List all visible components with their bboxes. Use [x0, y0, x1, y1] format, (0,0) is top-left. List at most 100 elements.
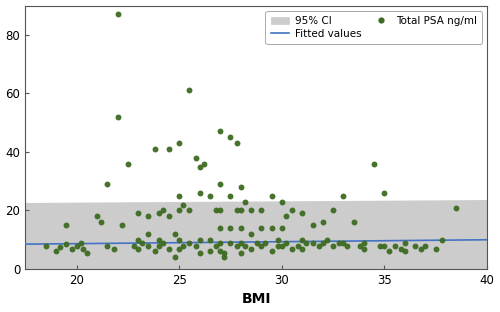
Point	[159, 208, 167, 213]
Point	[432, 246, 440, 251]
Point	[226, 240, 234, 245]
Point	[329, 243, 337, 248]
Point	[180, 243, 188, 248]
Point	[196, 251, 203, 256]
Point	[97, 220, 105, 225]
Point	[216, 226, 224, 231]
Point	[340, 193, 347, 198]
Point	[192, 243, 200, 248]
Point	[384, 249, 392, 254]
Point	[196, 237, 203, 242]
Point	[175, 141, 183, 146]
Point	[380, 190, 388, 195]
Point	[268, 193, 276, 198]
Point	[114, 12, 122, 17]
Point	[52, 249, 60, 254]
Point	[200, 161, 208, 166]
Point	[110, 246, 118, 251]
Point	[93, 214, 101, 219]
Point	[340, 240, 347, 245]
Point	[134, 237, 142, 242]
Point	[206, 237, 214, 242]
Point	[216, 182, 224, 187]
Point	[206, 193, 214, 198]
Point	[186, 208, 194, 213]
Point	[288, 246, 296, 251]
Point	[268, 249, 276, 254]
Point	[422, 243, 430, 248]
Point	[278, 199, 286, 204]
Point	[294, 243, 302, 248]
Point	[165, 147, 173, 152]
Point	[171, 232, 179, 236]
Point	[154, 237, 162, 242]
Point	[226, 135, 234, 140]
Point	[175, 246, 183, 251]
Point	[175, 193, 183, 198]
Point	[150, 249, 158, 254]
Point	[258, 208, 266, 213]
Point	[104, 182, 112, 187]
Point	[192, 155, 200, 160]
Point	[253, 240, 261, 245]
Point	[186, 88, 194, 93]
Point	[344, 243, 351, 248]
Point	[288, 208, 296, 213]
Point	[258, 243, 266, 248]
Point	[247, 232, 255, 236]
Point	[62, 242, 70, 247]
Point	[220, 255, 228, 260]
Point	[298, 246, 306, 251]
Point	[144, 243, 152, 248]
Point	[196, 190, 203, 195]
Point	[83, 251, 91, 256]
Point	[319, 220, 327, 225]
Point	[196, 164, 203, 169]
Point	[124, 161, 132, 166]
Point	[370, 161, 378, 166]
Point	[356, 243, 364, 248]
Point	[380, 243, 388, 248]
Point	[247, 246, 255, 251]
Point	[68, 246, 76, 251]
Point	[308, 223, 316, 228]
Point	[298, 237, 306, 242]
Point	[237, 208, 245, 213]
Point	[232, 141, 240, 146]
Point	[134, 246, 142, 251]
Point	[438, 237, 446, 242]
Point	[144, 214, 152, 219]
Point	[134, 211, 142, 216]
Point	[323, 237, 331, 242]
Point	[72, 243, 80, 248]
Legend: 95% CI, Fitted values, Total PSA ng/ml: 95% CI, Fitted values, Total PSA ng/ml	[266, 11, 482, 44]
Point	[274, 237, 281, 242]
Point	[376, 243, 384, 248]
Point	[278, 226, 286, 231]
Point	[180, 202, 188, 207]
Point	[418, 246, 426, 251]
Point	[329, 208, 337, 213]
Point	[397, 246, 405, 251]
Point	[216, 240, 224, 245]
Point	[298, 211, 306, 216]
Point	[360, 240, 368, 245]
Point	[104, 243, 112, 248]
Point	[220, 251, 228, 256]
Point	[241, 199, 249, 204]
Point	[237, 251, 245, 256]
Point	[144, 232, 152, 236]
Point	[76, 240, 84, 245]
Point	[302, 240, 310, 245]
Point	[274, 243, 281, 248]
Point	[165, 214, 173, 219]
Point	[150, 147, 158, 152]
Point	[278, 243, 286, 248]
Point	[216, 249, 224, 254]
Point	[237, 240, 245, 245]
Point	[247, 208, 255, 213]
Point	[282, 214, 290, 219]
Point	[62, 223, 70, 228]
Point	[314, 243, 322, 248]
Point	[118, 223, 126, 228]
